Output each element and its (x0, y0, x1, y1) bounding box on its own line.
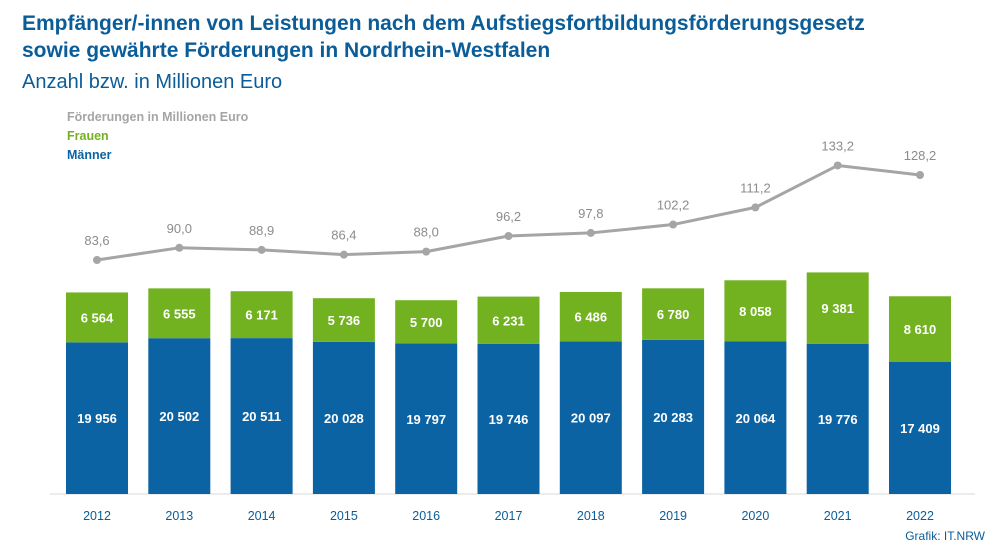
bar-women-2018 (559, 291, 622, 342)
chart-subtitle: Anzahl bzw. in Millionen Euro (22, 71, 283, 93)
label-men-2017: 19 746 (489, 412, 529, 427)
bar-men-2017 (477, 343, 540, 494)
line-label-2022: 128,2 (904, 148, 937, 163)
line-point-2017 (504, 231, 513, 240)
line-label-2018: 97,8 (578, 206, 603, 221)
x-tick-2022: 2022 (906, 509, 934, 523)
title-line-2: sowie gewährte Förderungen in Nordrhein-… (22, 39, 551, 62)
chart-title: Empfänger/-innen von Leistungen nach dem… (22, 10, 982, 64)
label-women-2017: 6 231 (492, 313, 525, 328)
x-tick-2014: 2014 (248, 509, 276, 523)
label-men-2022: 17 409 (900, 421, 940, 436)
line-label-2012: 83,6 (84, 233, 109, 248)
line-point-2014 (257, 245, 266, 254)
bar-men-2016 (395, 343, 458, 494)
line-label-2021: 133,2 (821, 138, 854, 153)
line-label-2014: 88,9 (249, 223, 274, 238)
line-point-2021 (833, 161, 842, 170)
bar-women-2019 (642, 288, 705, 340)
line-label-2019: 102,2 (657, 198, 690, 213)
label-women-2012: 6 564 (81, 310, 114, 325)
label-men-2013: 20 502 (159, 409, 199, 424)
label-women-2018: 6 486 (575, 310, 608, 325)
legend-women: Frauen (67, 129, 109, 143)
legend-line-series: Förderungen in Millionen Euro (67, 110, 249, 124)
bar-women-2022 (889, 296, 951, 362)
label-women-2013: 6 555 (163, 306, 196, 321)
legend: Förderungen in Millionen Euro Frauen Män… (67, 108, 248, 165)
line-label-2017: 96,2 (496, 209, 521, 224)
line-point-2012 (93, 256, 101, 264)
bar-men-2022 (889, 361, 951, 494)
x-tick-2018: 2018 (577, 509, 605, 523)
label-women-2015: 5 736 (328, 313, 361, 328)
bar-men-2021 (806, 343, 869, 494)
title-line-1: Empfänger/-innen von Leistungen nach dem… (22, 12, 865, 35)
x-tick-2012: 2012 (83, 509, 111, 523)
x-tick-2016: 2016 (412, 509, 440, 523)
bar-men-2012 (66, 342, 128, 494)
line-label-2015: 86,4 (331, 228, 356, 243)
bar-women-2016 (395, 300, 458, 344)
label-men-2020: 20 064 (736, 411, 777, 426)
bar-women-2013 (148, 288, 211, 339)
bar-men-2013 (148, 338, 211, 494)
x-tick-2020: 2020 (741, 509, 769, 523)
line-label-2013: 90,0 (167, 221, 192, 236)
x-tick-2021: 2021 (824, 509, 852, 523)
label-women-2014: 6 171 (245, 308, 278, 323)
line-point-2015 (339, 250, 348, 259)
x-tick-2019: 2019 (659, 509, 687, 523)
line-point-2013 (175, 243, 184, 252)
label-women-2021: 9 381 (821, 301, 854, 316)
bar-women-2015 (312, 298, 375, 342)
label-men-2015: 20 028 (324, 411, 364, 426)
label-women-2020: 8 058 (739, 304, 772, 319)
bar-women-2020 (724, 280, 787, 342)
bar-men-2020 (724, 341, 787, 494)
line-point-2020 (751, 203, 760, 212)
line-point-2022 (916, 170, 924, 179)
x-tick-2015: 2015 (330, 509, 358, 523)
line-point-2018 (586, 228, 595, 237)
label-women-2022: 8 610 (904, 322, 937, 337)
x-tick-2017: 2017 (495, 509, 523, 523)
label-women-2016: 5 700 (410, 315, 443, 330)
legend-men: Männer (67, 148, 112, 162)
label-men-2014: 20 511 (242, 409, 281, 424)
bar-men-2014 (230, 338, 293, 494)
bar-women-2021 (806, 272, 869, 344)
label-men-2016: 19 797 (406, 412, 446, 427)
label-women-2019: 6 780 (657, 307, 690, 322)
line-label-2020: 111,2 (740, 180, 771, 195)
line-point-2019 (669, 220, 678, 229)
bar-women-2017 (477, 296, 540, 344)
bar-women-2012 (66, 292, 128, 343)
credit: Grafik: IT.NRW (905, 529, 985, 543)
label-men-2019: 20 283 (653, 410, 693, 425)
line-point-2016 (422, 247, 431, 256)
bar-men-2019 (642, 339, 705, 494)
bar-men-2015 (312, 341, 375, 494)
label-men-2012: 19 956 (77, 411, 117, 426)
bar-women-2014 (230, 291, 293, 339)
label-men-2021: 19 776 (818, 412, 858, 427)
label-men-2018: 20 097 (571, 411, 611, 426)
x-tick-2013: 2013 (165, 509, 193, 523)
line-label-2016: 88,0 (414, 225, 439, 240)
bar-men-2018 (559, 341, 622, 494)
